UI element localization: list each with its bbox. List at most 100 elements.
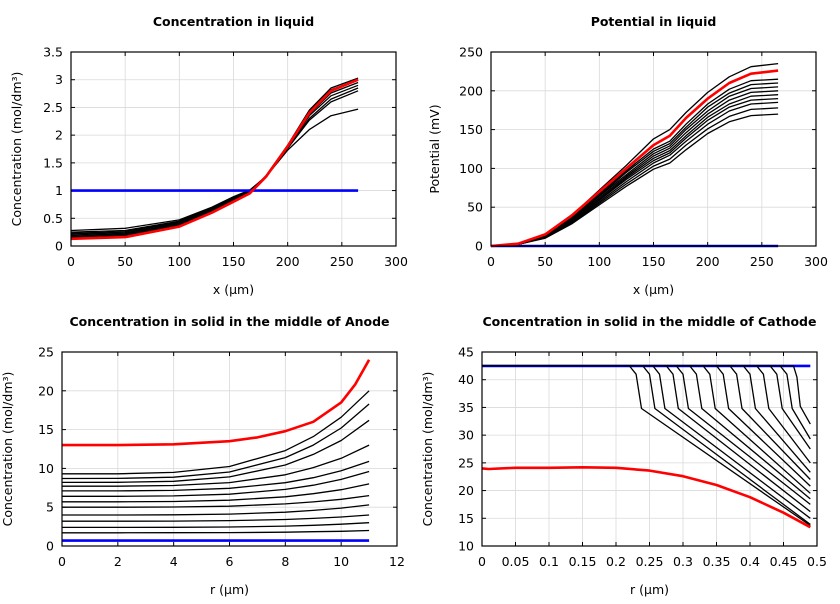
plot-frame (490, 51, 817, 247)
x-tick-label: 0.05 (502, 554, 530, 569)
y-tick-label: 250 (459, 45, 483, 60)
x-tick-label: 6 (226, 554, 234, 569)
x-axis-label: x (µm) (213, 282, 254, 297)
y-axis-label: Concentration (mol/dm³) (9, 72, 24, 227)
red-series-line (71, 78, 359, 241)
y-tick-label: 25 (458, 455, 474, 470)
x-tick-label: 12 (389, 554, 405, 569)
black-series-line (491, 82, 779, 247)
black-series-line (62, 494, 370, 508)
y-tick-label: 10 (458, 539, 474, 554)
series-group (62, 359, 371, 542)
x-tick-label: 2 (114, 554, 122, 569)
chart-title: Concentration in solid in the middle of … (483, 314, 817, 329)
black-series-line (62, 390, 370, 475)
y-tick-label: 100 (459, 161, 483, 176)
x-tick-label: 200 (696, 254, 720, 269)
y-axis-label: Concentration (mol/dm³) (0, 372, 15, 527)
y-tick-label: 25 (38, 345, 54, 360)
black-series-line (62, 514, 370, 522)
y-tick-label: 20 (458, 483, 474, 498)
black-series-line (62, 444, 370, 487)
y-tick-label: 200 (459, 83, 483, 98)
black-series-line (62, 529, 370, 534)
x-tick-label: 4 (170, 554, 178, 569)
black-series-line (491, 107, 779, 247)
x-tick-label: 0 (67, 254, 75, 269)
y-tick-label: 15 (458, 511, 474, 526)
y-tick-label: 30 (458, 428, 474, 443)
x-tick-label: 0.5 (807, 554, 827, 569)
black-series-line (491, 113, 779, 247)
y-tick-label: 0.5 (43, 211, 63, 226)
subplot-2: 0 50 100 150 200 250 300 0 50 100 150 200 250 Potenti… (427, 14, 828, 297)
black-series-line (71, 79, 359, 238)
chart-title: Potential in liquid (591, 14, 717, 29)
x-axis-label: r (µm) (630, 582, 669, 597)
x-tick-label: 0.25 (636, 554, 664, 569)
black-series-line (62, 522, 370, 529)
y-tick-label: 45 (458, 345, 474, 360)
black-series-line (491, 94, 779, 247)
y-tick-label: 0 (475, 239, 483, 254)
black-series-line (482, 365, 811, 425)
series-group (71, 77, 359, 241)
y-tick-label: 40 (458, 372, 474, 387)
y-tick-label: 0 (55, 239, 63, 254)
black-series-line (62, 419, 370, 484)
y-tick-label: 2 (55, 128, 63, 143)
x-tick-label: 0.3 (673, 554, 693, 569)
black-series-line (482, 365, 811, 519)
x-tick-label: 150 (222, 254, 246, 269)
plot-frame (481, 351, 818, 547)
x-tick-label: 0.45 (770, 554, 798, 569)
y-tick-label: 0 (46, 539, 54, 554)
y-tick-label: 50 (467, 200, 483, 215)
black-series-line (482, 365, 811, 525)
y-tick-label: 3.5 (43, 45, 63, 60)
plot-frame (61, 351, 398, 547)
y-tick-label: 1.5 (43, 155, 63, 170)
x-tick-label: 50 (117, 254, 133, 269)
y-tick-label: 10 (38, 461, 54, 476)
black-series-line (482, 365, 811, 473)
x-tick-label: 100 (167, 254, 191, 269)
subplot-1: 0 50 100 150 200 250 300 0 0.5 1 1.5 2 2.5 3 3.5 Concen… (9, 14, 408, 297)
x-tick-label: 8 (281, 554, 289, 569)
chart-title: Concentration in liquid (153, 14, 314, 29)
x-tick-label: 0.4 (740, 554, 760, 569)
black-series-line (482, 365, 811, 500)
black-series-line (71, 77, 359, 239)
x-tick-label: 0.35 (703, 554, 731, 569)
black-series-line (62, 460, 370, 492)
y-tick-label: 20 (38, 383, 54, 398)
chart-title: Concentration in solid in the middle of … (69, 314, 389, 329)
series-group (482, 364, 811, 529)
red-series-line (491, 69, 779, 248)
black-series-line (62, 504, 370, 516)
x-axis-label: x (µm) (633, 282, 674, 297)
x-tick-label: 0 (58, 554, 66, 569)
x-tick-label: 50 (537, 254, 553, 269)
x-axis-label: r (µm) (210, 582, 249, 597)
subplot-3: 0 2 4 6 8 10 12 0 5 10 15 20 25 Concentration in soli… (0, 314, 405, 597)
x-tick-label: 250 (750, 254, 774, 269)
black-series-line (482, 365, 811, 494)
x-tick-label: 0.15 (569, 554, 597, 569)
red-series-line (62, 359, 371, 447)
red-series-line (482, 465, 811, 529)
y-tick-label: 150 (459, 122, 483, 137)
y-tick-label: 35 (458, 400, 474, 415)
x-tick-label: 300 (384, 254, 408, 269)
y-tick-label: 2.5 (43, 100, 63, 115)
x-tick-label: 300 (804, 254, 828, 269)
x-tick-label: 0 (478, 554, 486, 569)
x-tick-label: 150 (642, 254, 666, 269)
y-tick-label: 3 (55, 72, 63, 87)
black-series-line (62, 483, 370, 503)
subplot-4: 0 0.05 0.1 0.15 0.2 0.25 0.3 0.35 0.4 0.45 0.5 10 15… (420, 314, 827, 597)
y-tick-label: 1 (55, 183, 63, 198)
x-tick-label: 100 (587, 254, 611, 269)
y-tick-label: 15 (38, 422, 54, 437)
